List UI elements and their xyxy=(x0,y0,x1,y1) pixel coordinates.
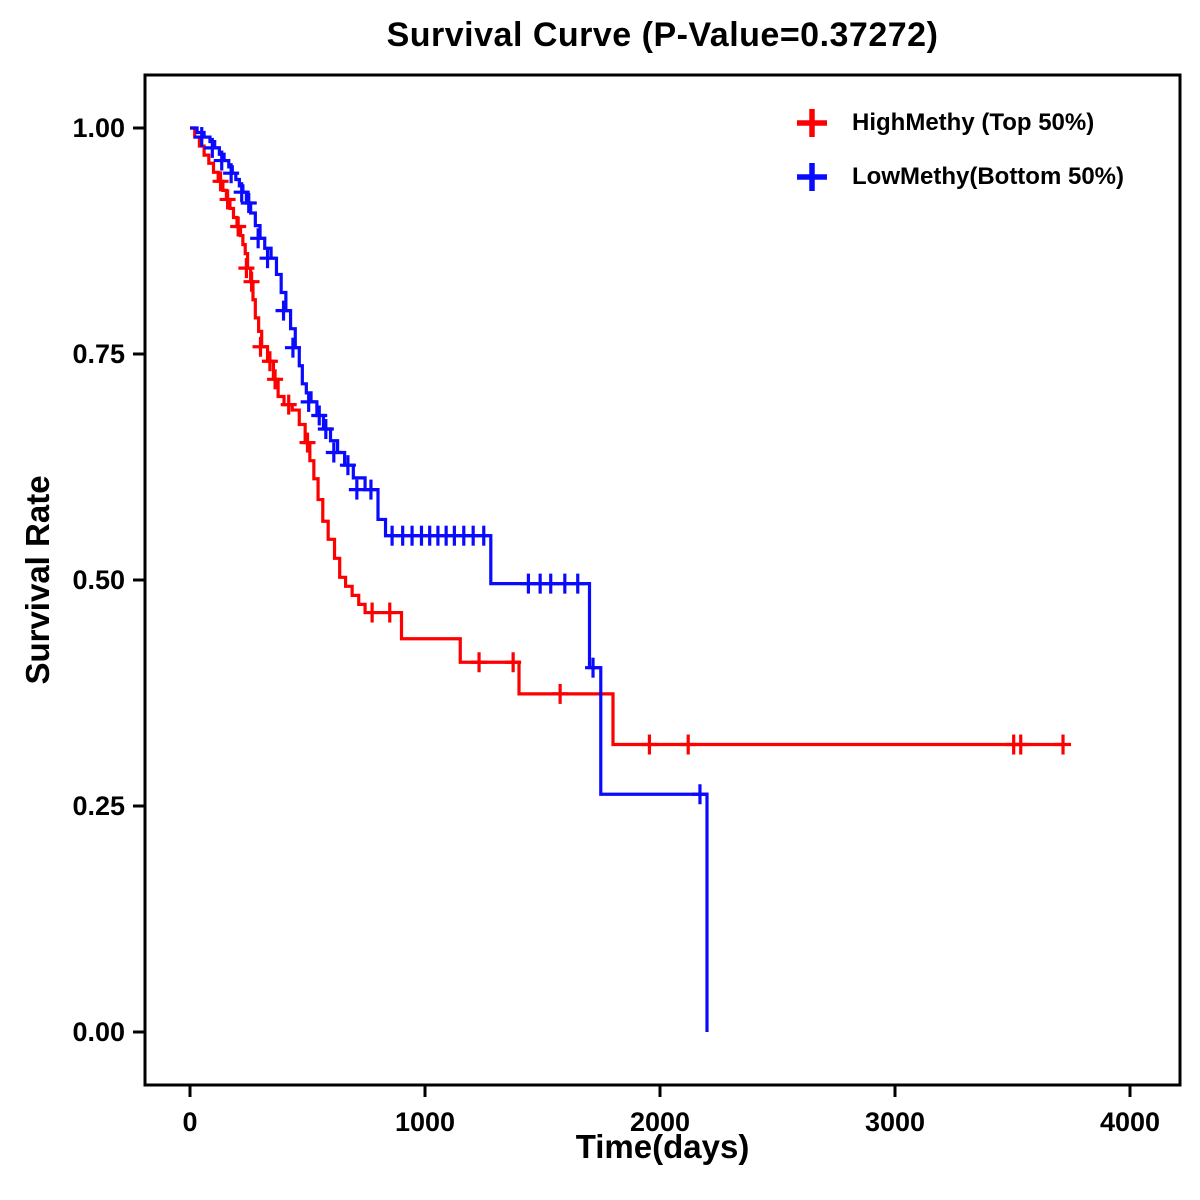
survival-curve-0 xyxy=(190,126,1065,747)
y-tick-label: 1.00 xyxy=(72,113,125,143)
legend-item-highmethy: HighMethy (Top 50%) xyxy=(790,104,1124,142)
plus-marker-blue xyxy=(797,163,827,191)
y-tick-label: 0.50 xyxy=(72,565,125,595)
legend-label-lowmethy: LowMethy(Bottom 50%) xyxy=(852,163,1124,190)
plus-marker-icon xyxy=(797,109,827,137)
y-tick-label: 0.00 xyxy=(72,1017,125,1047)
x-axis-label: Time(days) xyxy=(575,1128,750,1165)
legend: HighMethy (Top 50%) LowMethy(Bottom 50%) xyxy=(790,104,1124,196)
plus-marker-red xyxy=(797,109,827,137)
x-tick-label: 0 xyxy=(182,1107,197,1137)
plus-marker-icon xyxy=(797,163,827,191)
x-tick-label: 2000 xyxy=(630,1107,690,1137)
x-tick-label: 4000 xyxy=(1100,1107,1160,1137)
y-tick-label: 0.75 xyxy=(72,339,125,369)
y-tick-label: 0.25 xyxy=(72,791,125,821)
plot-border xyxy=(143,73,1182,1087)
x-tick-label: 3000 xyxy=(865,1107,925,1137)
legend-label-highmethy: HighMethy (Top 50%) xyxy=(852,109,1095,136)
legend-item-lowmethy: LowMethy(Bottom 50%) xyxy=(790,158,1124,196)
chart-title: Survival Curve (P-Value=0.37272) xyxy=(386,16,939,54)
x-tick-label: 1000 xyxy=(395,1107,455,1137)
